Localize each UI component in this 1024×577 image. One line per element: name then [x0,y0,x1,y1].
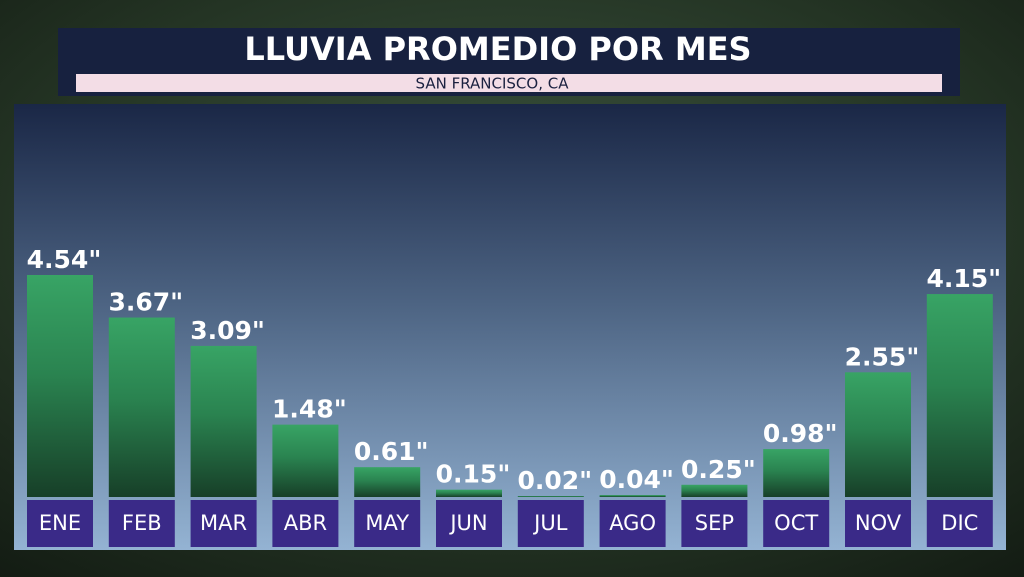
value-label: 3.09" [190,316,265,345]
category-box [926,500,993,547]
bar [599,495,666,497]
bar [436,489,502,497]
bar [27,275,93,497]
chart-title: LLUVIA PROMEDIO POR MES [244,30,751,68]
bar [681,484,748,497]
x-tick-label: OCT [774,511,818,535]
x-tick-label: DIC [941,511,978,535]
bar [190,345,257,497]
chart-panel [14,104,1006,550]
x-tick-label: ENE [39,511,81,535]
x-tick-label: AGO [609,511,656,535]
x-tick-label: MAY [365,511,409,535]
value-label: 0.04" [599,465,674,494]
bar [272,424,339,497]
x-tick-label: JUN [448,511,487,535]
x-tick-label: MAR [200,511,247,535]
category-box [517,500,584,547]
value-label: 0.98" [763,419,838,448]
x-tick-label: JUL [532,511,568,535]
category-box [272,500,339,547]
bar [517,496,584,497]
value-label: 1.48" [272,395,347,424]
value-label: 0.25" [681,455,756,484]
value-label: 4.15" [926,264,1001,293]
subtitle-strip [76,74,942,92]
category-box [190,500,257,547]
category-box [599,500,666,547]
category-box [763,500,830,547]
x-tick-label: NOV [855,511,902,535]
category-box [354,500,421,547]
value-label: 0.61" [354,437,429,466]
value-label: 0.02" [517,466,592,495]
chart-subtitle: SAN FRANCISCO, CA [416,75,570,93]
bar [763,449,830,497]
value-label: 0.15" [436,460,511,489]
bar [845,372,911,497]
value-label: 2.55" [845,342,920,371]
value-label: 3.67" [108,288,183,317]
x-tick-label: ABR [284,511,327,535]
category-box [108,500,175,547]
x-tick-label: FEB [122,511,162,535]
value-label: 4.54" [27,245,102,274]
category-box [27,500,93,547]
category-box [845,500,911,547]
bar [926,294,993,497]
x-tick-label: SEP [695,511,734,535]
bar [108,317,175,497]
category-box [681,500,748,547]
bar [354,467,421,497]
category-box [436,500,502,547]
